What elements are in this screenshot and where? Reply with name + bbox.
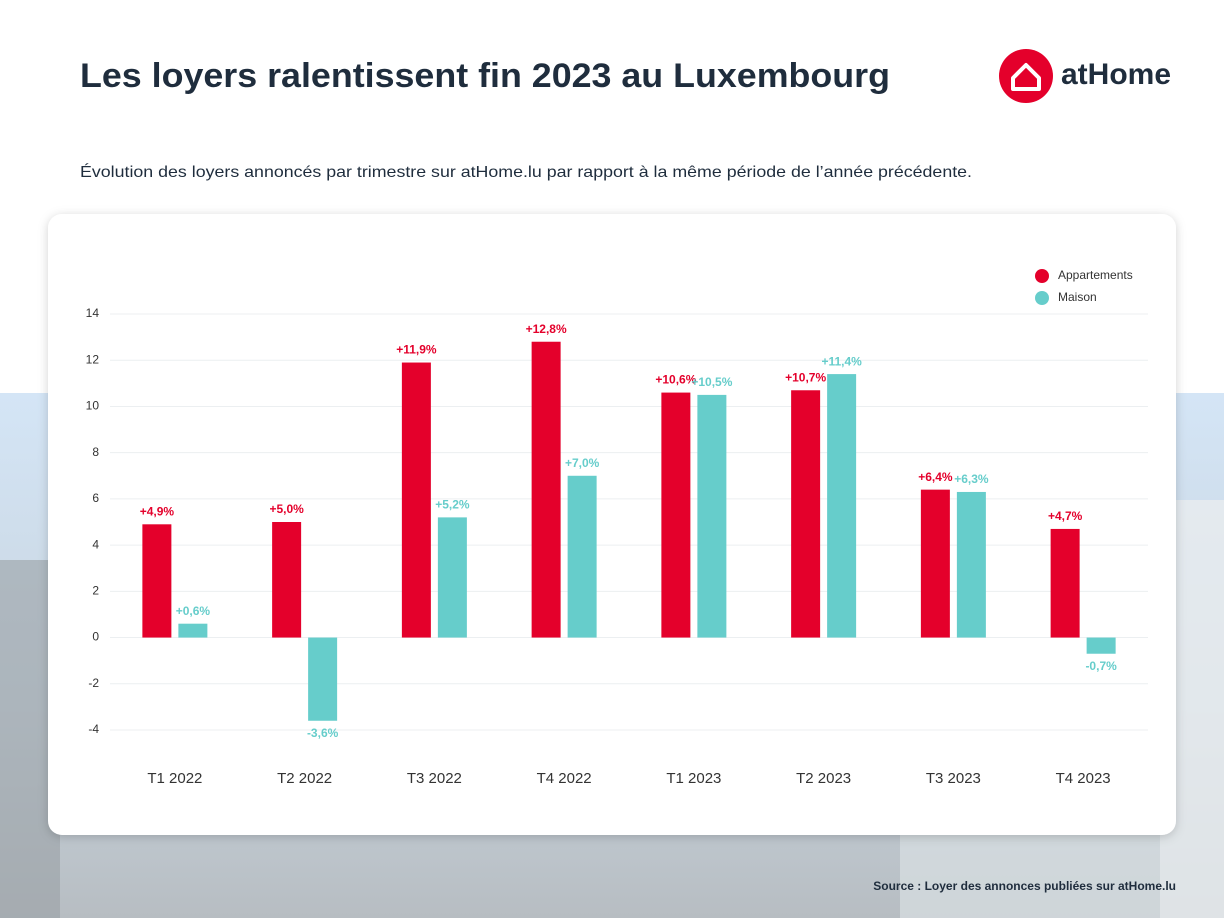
- value-label: +6,3%: [954, 472, 989, 486]
- bar: [142, 524, 172, 638]
- y-tick-label: 0: [92, 630, 99, 644]
- x-tick-label: T4 2023: [1056, 770, 1111, 787]
- y-tick-label: 2: [92, 584, 99, 598]
- x-tick-label: T2 2023: [796, 770, 851, 787]
- value-label: +10,6%: [655, 373, 696, 387]
- value-label: +5,2%: [435, 498, 470, 512]
- bar: [697, 394, 727, 638]
- bar: [1086, 637, 1116, 654]
- y-tick-label: -4: [88, 722, 99, 736]
- value-label: +7,0%: [565, 456, 600, 470]
- logo-text: atHome: [1061, 58, 1171, 91]
- bar: [272, 522, 302, 638]
- y-tick-label: 6: [92, 491, 99, 505]
- x-tick-label: T2 2022: [277, 770, 332, 787]
- y-tick-label: 4: [92, 537, 99, 551]
- x-tick-label: T3 2022: [407, 770, 462, 787]
- chart-card: [48, 214, 1176, 835]
- value-label: +5,0%: [269, 502, 304, 516]
- value-label: +11,9%: [396, 343, 437, 357]
- value-label: +4,9%: [140, 504, 175, 518]
- building: [900, 835, 1160, 918]
- value-label: +4,7%: [1048, 509, 1083, 523]
- value-label: +6,4%: [918, 470, 953, 484]
- source-note: Source : Loyer des annonces publiées sur…: [873, 879, 1176, 893]
- bar: [956, 491, 986, 638]
- bar: [531, 341, 561, 638]
- y-tick-label: 12: [86, 352, 100, 366]
- y-tick-label: 10: [86, 399, 100, 413]
- value-label: -0,7%: [1085, 659, 1117, 673]
- bar: [791, 390, 821, 638]
- bar: [401, 362, 431, 638]
- value-label: +0,6%: [176, 604, 211, 618]
- logo-icon: [999, 49, 1053, 103]
- chart-subtitle: Évolution des loyers annoncés par trimes…: [80, 162, 972, 181]
- bar: [920, 489, 950, 638]
- bar: [308, 637, 338, 721]
- bar: [1050, 528, 1080, 638]
- value-label: +11,4%: [821, 354, 862, 368]
- legend-label: Maison: [1058, 290, 1097, 304]
- bar: [437, 517, 467, 638]
- value-label: +10,7%: [785, 370, 826, 384]
- legend-swatch: [1035, 291, 1049, 305]
- y-tick-label: 8: [92, 445, 99, 459]
- value-label: +12,8%: [526, 322, 567, 336]
- x-tick-label: T1 2023: [666, 770, 721, 787]
- x-tick-label: T3 2023: [926, 770, 981, 787]
- y-tick-label: -2: [88, 676, 99, 690]
- bar: [661, 392, 691, 638]
- legend-swatch: [1035, 269, 1049, 283]
- logo-house: [1011, 63, 1041, 91]
- y-tick-label: 14: [86, 306, 100, 320]
- x-tick-label: T1 2022: [147, 770, 202, 787]
- x-tick-label: T4 2022: [537, 770, 592, 787]
- value-label: -3,6%: [307, 726, 339, 740]
- bar: [178, 623, 208, 638]
- value-label: +10,5%: [691, 375, 732, 389]
- bar: [827, 374, 857, 638]
- chart-title: Les loyers ralentissent fin 2023 au Luxe…: [80, 57, 890, 95]
- bar: [567, 475, 597, 638]
- legend-label: Appartements: [1058, 268, 1133, 282]
